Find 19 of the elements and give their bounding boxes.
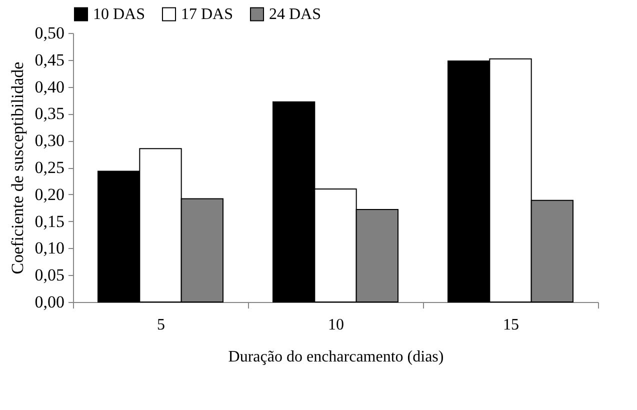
- y-tick-label: 0,05: [34, 266, 64, 285]
- y-tick-label: 0,15: [34, 212, 64, 231]
- y-tick-label: 0,45: [34, 50, 64, 70]
- y-axis-title: Coeficiente de susceptibilidade: [8, 62, 27, 274]
- legend-label: 10 DAS: [93, 6, 146, 24]
- legend-label: 17 DAS: [181, 6, 234, 24]
- y-tick-label: 0,50: [34, 24, 64, 42]
- legend-label: 24 DAS: [269, 6, 322, 24]
- x-tick-label: 10: [328, 316, 344, 334]
- y-tick-label: 0,25: [34, 158, 64, 177]
- y-tick-label: 0,40: [34, 77, 64, 96]
- x-tick-label: 5: [157, 316, 165, 334]
- x-axis-title: Duração do encharcamento (dias): [228, 348, 444, 366]
- y-tick-label: 0,00: [34, 292, 64, 312]
- x-tick-label: 15: [503, 316, 519, 334]
- y-tick-label: 0,30: [34, 131, 64, 150]
- y-tick-label: 0,35: [34, 104, 64, 124]
- y-tick-label: 0,10: [34, 238, 64, 258]
- y-tick-label: 0,20: [34, 184, 64, 204]
